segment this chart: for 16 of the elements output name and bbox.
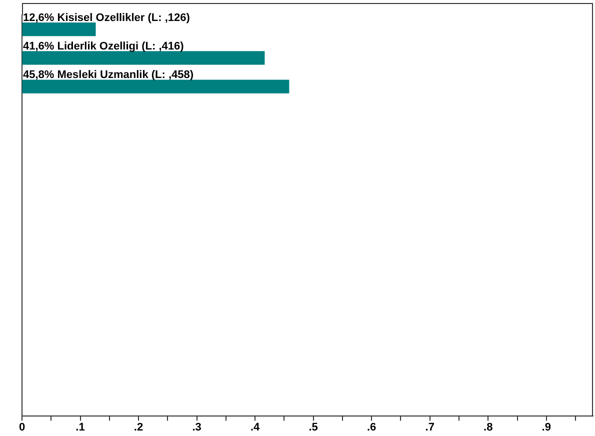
- x-tick-label: 0: [18, 421, 26, 434]
- x-tick-label: .9: [542, 421, 551, 434]
- data-label: 12,6% Kisisel Ozellikler (L: ,126): [23, 12, 190, 24]
- x-tick-label: .6: [367, 421, 376, 434]
- data-label: 41,6% Liderlik Ozelligi (L: ,416): [23, 40, 184, 52]
- x-tick-label: .8: [484, 421, 493, 434]
- x-tick-label: .2: [134, 421, 144, 434]
- bar: [22, 80, 290, 94]
- x-tick-label: .5: [308, 421, 318, 434]
- x-tick-label: .3: [192, 421, 202, 434]
- data-label: 45,8% Mesleki Uzmanlik (L: ,458): [23, 69, 194, 82]
- x-tick-label: .4: [250, 421, 261, 434]
- bar: [22, 22, 96, 36]
- x-tick-label: .7: [425, 421, 434, 434]
- x-tick-label: .1: [76, 421, 85, 434]
- bar: [22, 51, 265, 65]
